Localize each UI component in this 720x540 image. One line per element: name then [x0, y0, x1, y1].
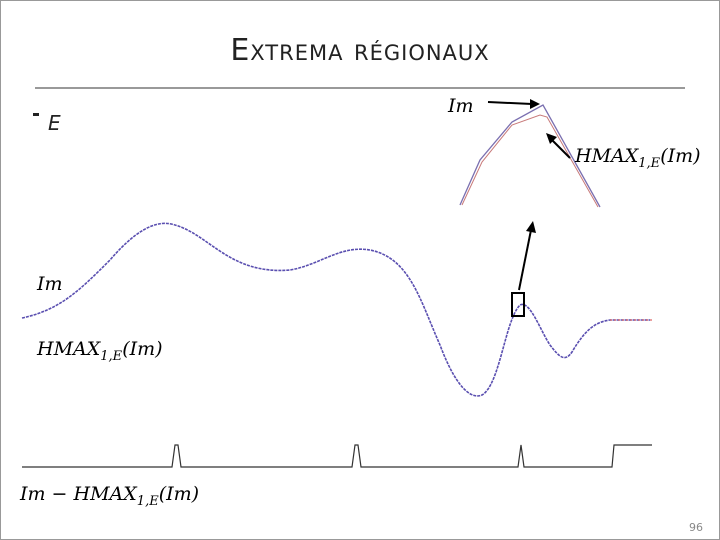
math-sub: 1,E [137, 494, 159, 509]
math-rest: (Im) [159, 483, 199, 505]
math-main: HMAX [574, 145, 640, 167]
arrow [487, 101, 533, 105]
arrow-head [526, 221, 536, 233]
math-main: Im − HMAX [19, 483, 138, 505]
arrow [551, 139, 571, 159]
math-sub: 1,E [638, 156, 660, 171]
slide-title: Extrema régionaux [230, 33, 489, 68]
difference-curve [22, 444, 652, 468]
inset-hmax-curve [461, 114, 599, 208]
inset-im-curve [459, 104, 601, 208]
arrow-head [546, 133, 557, 144]
inset-hmax-label: HMAX1,E(Im) [574, 145, 701, 171]
hmax-label: HMAX1,E(Im) [36, 338, 163, 364]
arrow [518, 229, 532, 291]
page-number: 96 [689, 521, 703, 534]
bullet-marker [33, 113, 39, 116]
im-label: Im [36, 273, 63, 295]
math-rest: (Im) [660, 145, 700, 167]
inset-im-label: Im [447, 95, 474, 117]
bullet-text: E [48, 111, 61, 135]
math-rest: (Im) [122, 338, 162, 360]
difference-label: Im − HMAX1,E(Im) [19, 483, 199, 509]
im-curve [21, 222, 650, 397]
zoom-box [511, 292, 525, 317]
arrow-head [530, 99, 540, 109]
math-sub: 1,E [100, 349, 122, 364]
math-main: HMAX [36, 338, 102, 360]
